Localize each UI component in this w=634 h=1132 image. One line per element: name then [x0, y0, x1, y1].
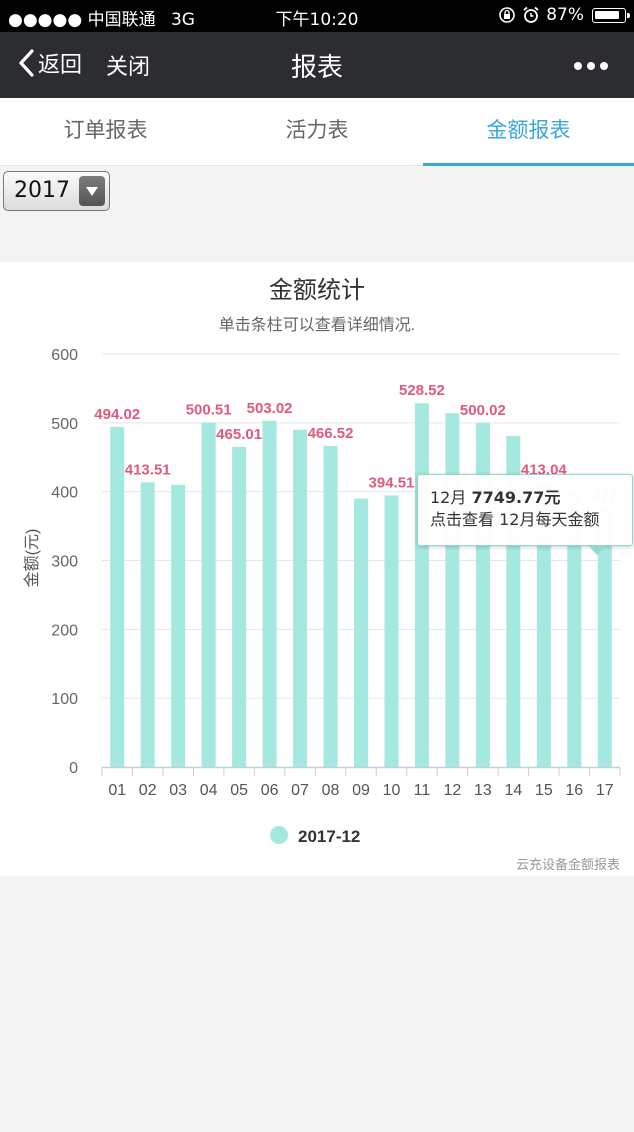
bar-12[interactable]	[445, 413, 460, 767]
data-label: 494.02	[94, 406, 140, 423]
data-label: 500.51	[186, 401, 232, 418]
x-tick-label: 16	[565, 782, 583, 799]
battery-icon	[592, 7, 630, 23]
tab-amount-report[interactable]: 金额报表	[423, 98, 634, 166]
y-tick-label: 600	[51, 347, 78, 364]
year-select[interactable]: 2017	[3, 171, 110, 211]
more-dot	[574, 62, 582, 70]
y-tick-label: 100	[51, 691, 78, 708]
y-tick-label: 500	[51, 416, 78, 433]
bar-04[interactable]	[201, 422, 216, 767]
network-label: 3G	[170, 10, 195, 30]
bar-16[interactable]	[567, 493, 582, 767]
more-icon[interactable]	[574, 62, 608, 70]
year-select-value: 2017	[14, 178, 70, 203]
back-label: 返回	[38, 53, 83, 78]
tooltip-hint: 点击查看 12月每天金额	[430, 510, 600, 529]
close-button[interactable]: 关闭	[106, 55, 151, 80]
alarm-icon	[523, 6, 539, 23]
x-tick-label: 10	[383, 782, 401, 799]
x-tick-label: 01	[108, 782, 126, 799]
x-tick-label: 06	[261, 782, 279, 799]
legend-label: 2017-12	[298, 827, 360, 846]
battery-level	[595, 10, 619, 19]
y-axis-label: 金额(元)	[23, 529, 41, 588]
chart-legend[interactable]: 2017-12	[270, 826, 360, 846]
x-tick-label: 07	[291, 782, 309, 799]
x-tick-label: 05	[230, 782, 248, 799]
legend-swatch	[270, 826, 288, 844]
x-tick-label: 17	[596, 782, 614, 799]
x-axis: 01 02 03 04 05 06 07 08 09 10 11 12 13 14 15 16 17	[101, 766, 621, 799]
nav-bar: 返回 关闭 报表	[0, 32, 634, 98]
x-tick-label: 09	[352, 782, 370, 799]
status-bar: ●●●●● 中国联通 3G 下午10:20 87%	[0, 0, 634, 32]
y-axis-ticks: 0 100 200 300 400 500 600	[51, 347, 78, 777]
y-tick-label: 300	[51, 554, 78, 571]
bar-08[interactable]	[323, 445, 338, 767]
back-button[interactable]: 返回	[18, 47, 82, 79]
bar-03[interactable]	[171, 484, 186, 767]
data-label: 466.52	[308, 425, 354, 442]
amount-chart: 金额统计 单击条柱可以查看详细情况. 金额(元) 0 100 200 300 400 50…	[23, 277, 621, 872]
x-tick-label: 02	[139, 782, 157, 799]
tooltip-total-line: 12月 7749.77元	[430, 487, 632, 509]
x-tick-label: 03	[169, 782, 187, 799]
data-label: 465.01	[216, 426, 262, 443]
battery-percent: 87%	[546, 5, 584, 25]
x-tick-label: 08	[322, 782, 340, 799]
data-labels: 494.02 413.51 500.51 465.01 503.02 466.52 394.…	[94, 382, 617, 503]
bar-11[interactable]	[414, 403, 429, 767]
tooltip-total: 7749.77元	[471, 488, 561, 507]
chevron-left-icon	[19, 49, 34, 77]
more-dot	[600, 62, 608, 70]
x-tick-label: 04	[200, 782, 218, 799]
orientation-lock-icon	[499, 7, 516, 23]
tooltip-month: 12月	[430, 488, 467, 507]
data-label: 394.51	[369, 474, 415, 491]
chart-title: 金额统计	[269, 277, 365, 304]
y-tick-label: 200	[51, 622, 78, 639]
bars	[110, 403, 612, 767]
y-tick-label: 400	[51, 485, 78, 502]
chart-tooltip[interactable]: 12月 7749.77元 点击查看 12月每天金额	[417, 474, 633, 546]
chart-subtitle: 单击条柱可以查看详细情况.	[219, 316, 415, 334]
bar-09[interactable]	[353, 498, 369, 767]
bar-10[interactable]	[384, 495, 399, 767]
x-tick-label: 11	[414, 782, 431, 799]
tab-order-report[interactable]: 订单报表	[63, 118, 148, 142]
status-right: 87%	[498, 5, 630, 25]
tooltip-pointer	[588, 545, 606, 555]
bar-01[interactable]	[110, 426, 125, 767]
dropdown-arrow-icon	[79, 176, 105, 206]
x-tick-label: 15	[535, 782, 553, 799]
carrier-label: ●●●●● 中国联通	[8, 10, 156, 30]
x-tick-label: 12	[444, 782, 462, 799]
bar-17[interactable]	[597, 507, 612, 767]
chart-card: 金额统计 单击条柱可以查看详细情况. 金额(元) 0 100 200 300 400 50…	[0, 262, 634, 876]
x-tick-label: 13	[474, 782, 492, 799]
data-label: 413.51	[125, 461, 171, 478]
x-tick-label: 14	[504, 782, 522, 799]
status-time: 下午10:20	[275, 10, 359, 30]
page-title: 报表	[290, 53, 343, 83]
y-tick-label: 0	[69, 760, 78, 777]
data-label: 500.02	[460, 402, 506, 419]
data-label: 528.52	[399, 382, 445, 399]
bar-05[interactable]	[232, 446, 247, 767]
bar-06[interactable]	[262, 420, 277, 767]
bar-02[interactable]	[140, 482, 155, 767]
tab-vitality[interactable]: 活力表	[285, 118, 349, 142]
bar-15[interactable]	[536, 482, 551, 767]
bar-07[interactable]	[293, 429, 308, 767]
chart-credit: 云充设备金额报表	[516, 857, 620, 872]
carrier-info: ●●●●● 中国联通 3G	[8, 5, 195, 30]
report-tabs: 订单报表 活力表 金额报表	[0, 98, 634, 166]
more-dot	[587, 62, 595, 70]
data-label: 503.02	[247, 400, 293, 417]
